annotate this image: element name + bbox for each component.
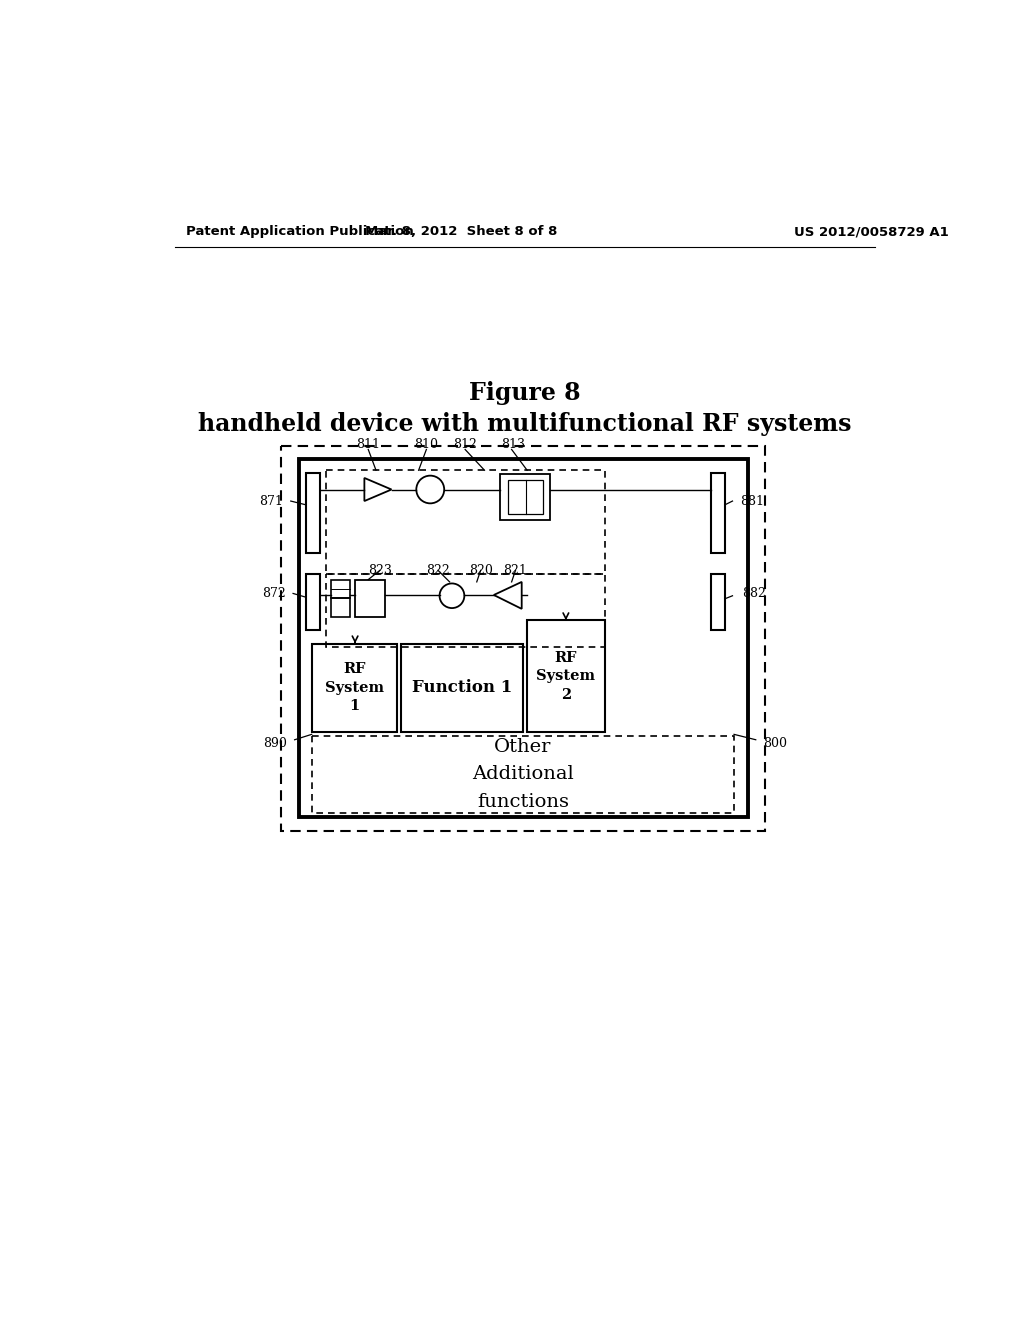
Text: Function 1: Function 1 [412,680,512,696]
Bar [508,480,543,513]
Bar [306,473,321,553]
Text: Other
Additional
functions: Other Additional functions [472,738,573,812]
Text: 813: 813 [501,438,525,451]
Text: 810: 810 [415,438,438,451]
Text: Patent Application Publication: Patent Application Publication [186,224,414,238]
Bar [500,474,550,520]
Text: Figure 8: Figure 8 [469,381,581,405]
Text: 890: 890 [263,737,287,750]
Bar [711,473,725,553]
Text: US 2012/0058729 A1: US 2012/0058729 A1 [795,224,949,238]
Text: 872: 872 [262,587,286,601]
Text: 811: 811 [356,438,380,451]
Bar [400,644,523,733]
Text: RF
System
2: RF System 2 [537,651,595,702]
Text: RF
System
1: RF System 1 [325,663,384,713]
Text: 820: 820 [469,564,493,577]
Text: 823: 823 [368,564,392,577]
Bar [711,574,725,630]
Bar [299,459,748,817]
Text: 821: 821 [504,564,527,577]
Text: 800: 800 [764,737,787,750]
Bar [311,644,397,733]
Text: handheld device with multifunctional RF systems: handheld device with multifunctional RF … [198,412,852,436]
Bar [527,620,604,733]
Bar [355,579,385,616]
Text: 822: 822 [426,564,450,577]
Bar [331,579,350,598]
Text: 871: 871 [259,495,283,508]
Text: 812: 812 [454,438,477,451]
Bar [331,598,350,616]
Text: 882: 882 [741,587,766,601]
Text: Mar. 8, 2012  Sheet 8 of 8: Mar. 8, 2012 Sheet 8 of 8 [366,224,557,238]
Text: 881: 881 [740,495,764,508]
Bar [306,574,321,630]
